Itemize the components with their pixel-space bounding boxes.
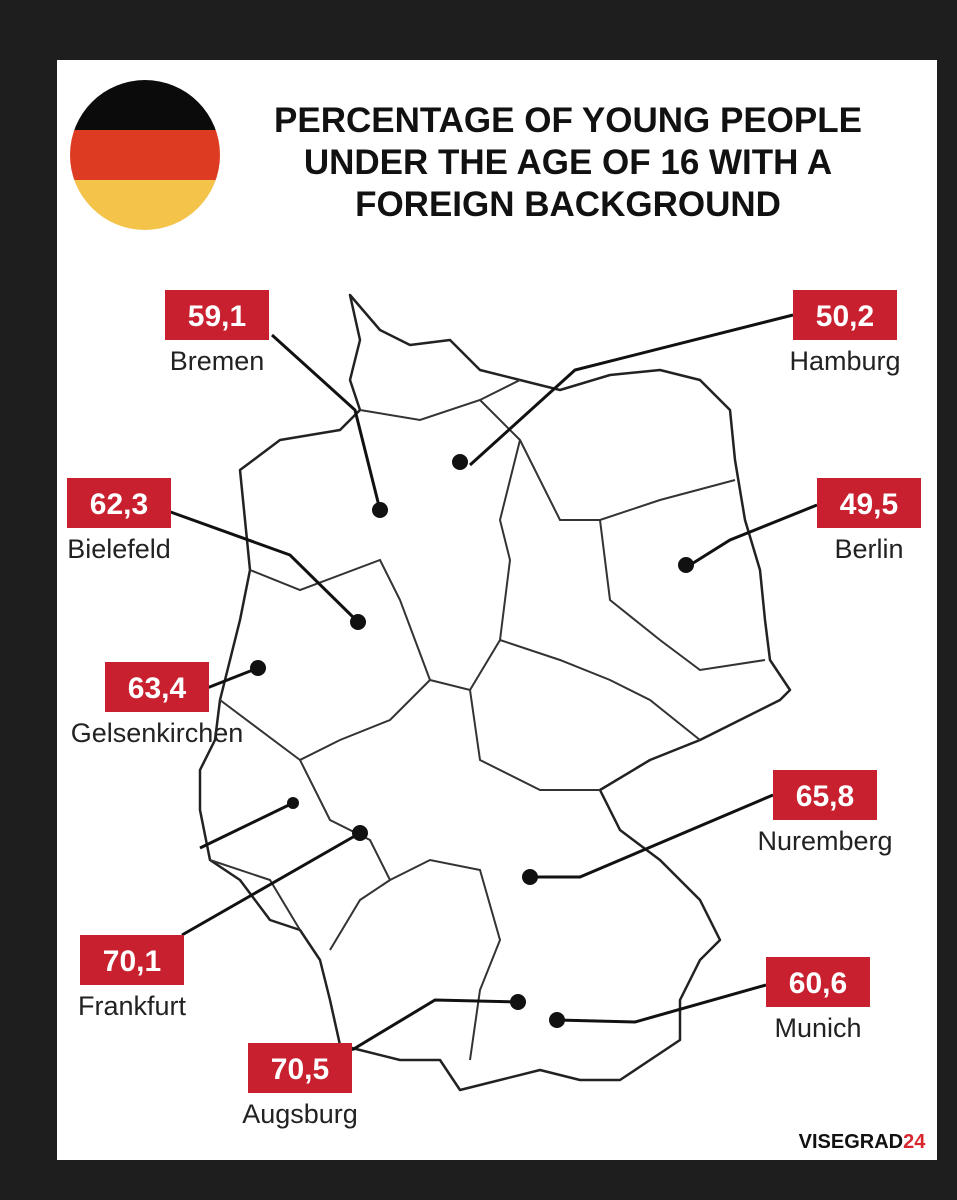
- value-label: 60,6: [789, 967, 847, 1000]
- city-name: Munich: [774, 1013, 861, 1043]
- city-marker: [250, 660, 266, 676]
- leader-line: [468, 313, 794, 467]
- city-marker: [352, 825, 368, 841]
- city-marker: [452, 454, 468, 470]
- city-marker: [372, 502, 388, 518]
- value-box: [773, 770, 877, 820]
- city-marker: [350, 614, 366, 630]
- title-line: UNDER THE AGE OF 16 WITH A: [304, 143, 832, 182]
- source-number: 24: [903, 1131, 926, 1153]
- value-box: [67, 478, 171, 528]
- title-line: FOREIGN BACKGROUND: [355, 185, 781, 224]
- leader-line: [351, 998, 519, 1052]
- leader-line: [181, 831, 361, 937]
- value-box: [817, 478, 921, 528]
- value-label: 63,4: [128, 672, 187, 705]
- source-brand: VISEGRAD: [799, 1131, 903, 1153]
- city-name: Frankfurt: [78, 991, 187, 1021]
- leader-line: [556, 983, 767, 1024]
- city-name: Bremen: [170, 346, 265, 376]
- value-box: [80, 935, 184, 985]
- value-label: 70,5: [271, 1053, 329, 1086]
- city-name: Bielefeld: [67, 534, 171, 564]
- value-label: 62,3: [90, 488, 148, 521]
- leader-line: [199, 801, 294, 850]
- leader-line: [164, 508, 360, 624]
- value-box: [248, 1043, 352, 1093]
- city-marker: [522, 869, 538, 885]
- leader-line: [270, 333, 382, 511]
- city-name: Augsburg: [242, 1099, 358, 1129]
- city-name: Gelsenkirchen: [71, 718, 244, 748]
- value-box: [793, 290, 897, 340]
- value-box: [105, 662, 209, 712]
- city-name: Hamburg: [789, 346, 900, 376]
- title-line: PERCENTAGE OF YOUNG PEOPLE: [274, 101, 862, 140]
- leader-line: [689, 503, 818, 567]
- city-marker: [510, 994, 526, 1010]
- value-label: 50,2: [816, 300, 874, 333]
- value-label: 49,5: [840, 488, 898, 521]
- value-box: [165, 290, 269, 340]
- city-name: Nuremberg: [757, 826, 892, 856]
- city-marker: [287, 797, 299, 809]
- value-label: 70,1: [103, 945, 161, 978]
- value-box: [766, 957, 870, 1007]
- city-marker: [678, 557, 694, 573]
- source-logo: VISEGRAD24: [799, 1131, 927, 1153]
- city-name: Berlin: [834, 534, 903, 564]
- leader-line: [530, 793, 774, 879]
- value-label: 59,1: [188, 300, 246, 333]
- germany-map: [198, 293, 792, 1092]
- leader-line: [206, 666, 259, 690]
- city-marker: [549, 1012, 565, 1028]
- value-label: 65,8: [796, 780, 854, 813]
